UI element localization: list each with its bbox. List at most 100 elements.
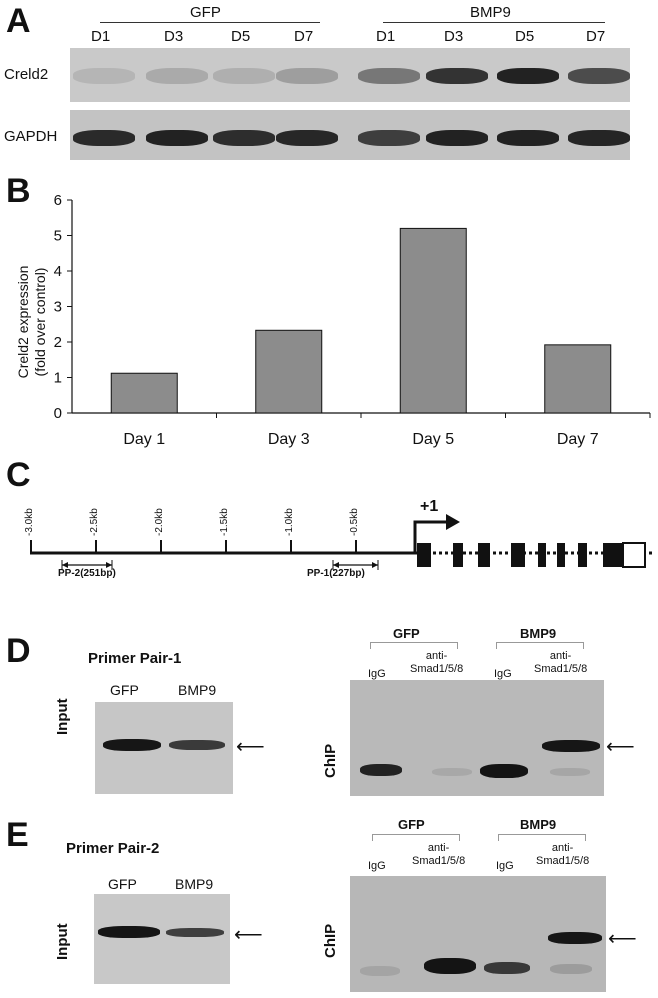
band: [146, 68, 208, 84]
gapdh-gel: [70, 110, 630, 160]
panel-d-chip-line-bmp9: [496, 642, 584, 649]
panel-c-letter: C: [6, 456, 31, 494]
band: [73, 130, 135, 146]
exons: [417, 542, 646, 568]
panel-c-tick-mark: [225, 540, 227, 553]
panel-e-input-lane-gfp: GFP: [108, 876, 137, 892]
panel-d-chip-lane-igg2: IgG: [494, 668, 512, 680]
panel-a-group-gfp: GFP: [190, 4, 221, 21]
panel-c-tick-mark: [95, 540, 97, 553]
panel-e-chip-lane-igg1: IgG: [368, 860, 386, 872]
panel-a-group-line-bmp9: [383, 22, 605, 23]
band: [550, 964, 592, 974]
panel-e-chip-lane-anti2: anti- Smad1/5/8: [536, 842, 590, 867]
panel-e-chip-lane-igg2: IgG: [496, 860, 514, 872]
band: [213, 68, 275, 84]
panel-c-tick-mark: [160, 540, 162, 553]
panel-b-x-tick-label: Day 5: [412, 431, 454, 448]
panel-a-row-gapdh: GAPDH: [4, 128, 58, 145]
band: [73, 68, 135, 84]
panel-d-letter: D: [6, 632, 31, 670]
panel-d-input-arrow-icon: ⟵: [236, 736, 265, 758]
panel-d-input-lane-bmp9: BMP9: [178, 682, 217, 698]
band: [358, 130, 420, 146]
band: [424, 958, 476, 974]
panel-c-tick-label: -0.5kb: [349, 508, 360, 536]
band: [497, 130, 559, 146]
panel-a-lane-label: D7: [294, 28, 314, 45]
panel-a-lane-label: D3: [444, 28, 464, 45]
panel-d-chip-lane-anti1: anti- Smad1/5/8: [410, 650, 464, 675]
panel-d-title: Primer Pair-1: [88, 650, 182, 667]
band: [548, 932, 602, 944]
pp2-label: PP-2(251bp): [58, 568, 116, 579]
band: [358, 68, 420, 84]
panel-b-y-tick-label: 6: [54, 192, 62, 209]
panel-b-x-tick-label: Day 1: [123, 431, 165, 448]
panel-b-bar: [544, 344, 612, 414]
panel-d-chip-line-gfp: [370, 642, 458, 649]
panel-c-tick-mark: [355, 540, 357, 553]
panel-c-tick-label: -2.5kb: [89, 508, 100, 536]
panel-a-row-creld2: Creld2: [4, 66, 49, 83]
band: [98, 926, 160, 938]
panel-e-chip-arrow-icon: ⟵: [608, 928, 637, 950]
panel-c-tick-label: -1.0kb: [284, 508, 295, 536]
panel-e-input-gel: [94, 894, 230, 984]
panel-e-chip-group-gfp: GFP: [398, 817, 425, 832]
band: [166, 928, 224, 937]
panel-c-tick-label: -2.0kb: [154, 508, 165, 536]
panel-d-chip-group-gfp: GFP: [393, 626, 420, 641]
band: [169, 740, 225, 750]
panel-e-chip-gel: [350, 876, 606, 992]
panel-b-bar: [255, 329, 323, 414]
panel-a-lane-label: D1: [91, 28, 111, 45]
panel-e-letter: E: [6, 816, 29, 854]
band: [432, 768, 472, 776]
panel-e-chip-lane-anti1: anti- Smad1/5/8: [412, 842, 466, 867]
pp1-label: PP-1(227bp): [307, 568, 365, 579]
panel-d-chip-arrow-icon: ⟵: [606, 736, 635, 758]
panel-b-ylabel: Creld2 expression (fold over control): [15, 237, 55, 407]
panel-b-x-tick-label: Day 7: [557, 431, 599, 448]
panel-d-chip-gel: [350, 680, 604, 796]
panel-d-chip-lane-anti2: anti- Smad1/5/8: [534, 650, 588, 675]
band: [360, 966, 400, 976]
panel-c-tick-mark: [30, 540, 32, 553]
panel-c-tick-mark: [290, 540, 292, 553]
panel-d-input-lane-gfp: GFP: [110, 682, 139, 698]
band: [426, 68, 488, 84]
band: [213, 130, 275, 146]
band: [360, 764, 402, 776]
band: [276, 68, 338, 84]
tss-arrow: [413, 514, 460, 553]
tss-label: +1: [420, 498, 439, 515]
panel-a-lane-label: D5: [231, 28, 251, 45]
band: [550, 768, 590, 776]
panel-d-chip-group-bmp9: BMP9: [520, 626, 557, 641]
panel-d-input-gel: [95, 702, 233, 794]
band: [146, 130, 208, 146]
band: [480, 764, 528, 778]
band: [484, 962, 530, 974]
band: [426, 130, 488, 146]
panel-d-chip-label: ChIP: [322, 743, 339, 778]
panel-e-chip-group-bmp9: BMP9: [520, 817, 557, 832]
band: [568, 130, 630, 146]
panel-d-chip-lane-igg1: IgG: [368, 668, 386, 680]
panel-a-lane-label: D3: [164, 28, 184, 45]
band: [276, 130, 338, 146]
panel-a-lane-label: D7: [586, 28, 606, 45]
panel-b-ylabel-line1: Creld2 expression: [15, 265, 31, 379]
panel-c-tick-label: -3.0kb: [24, 508, 35, 536]
panel-b-y-tick-label: 0: [54, 405, 62, 422]
panel-a-lane-label: D5: [515, 28, 535, 45]
band: [497, 68, 559, 84]
panel-c-tick-label: -1.5kb: [219, 508, 230, 536]
panel-b-bar: [110, 372, 178, 414]
panel-e-input-label: Input: [54, 923, 71, 960]
panel-a-lane-label: D1: [376, 28, 396, 45]
panel-b-x-tick-label: Day 3: [268, 431, 310, 448]
panel-e-chip-label: ChIP: [322, 923, 339, 958]
panel-b-bar: [399, 227, 467, 414]
